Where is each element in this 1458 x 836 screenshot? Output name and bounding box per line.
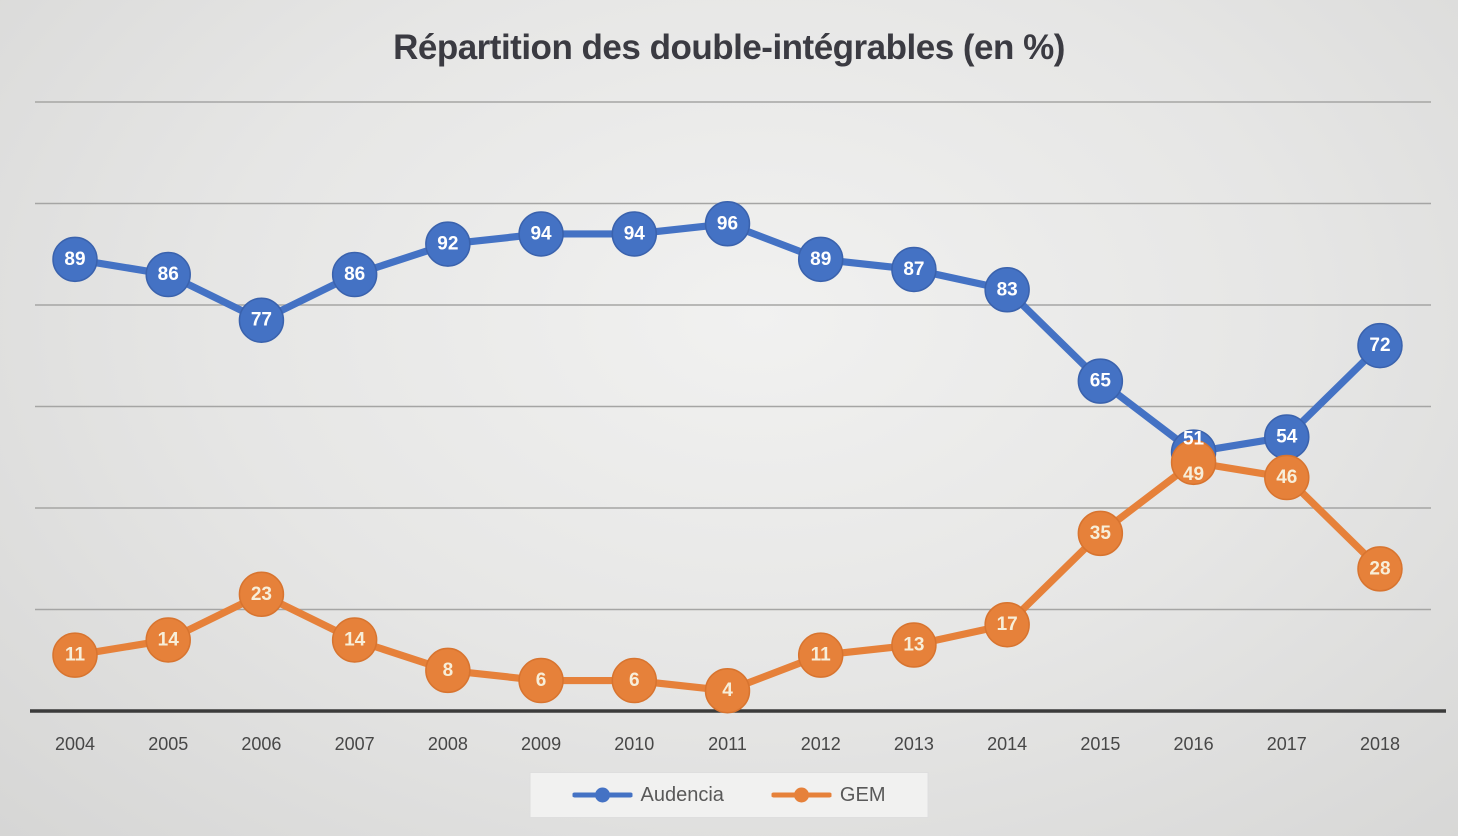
marker-gem-2012 <box>797 632 844 678</box>
data-label-audencia-2016: 51 <box>1183 429 1205 450</box>
data-label-gem-2016: 49 <box>1183 464 1204 485</box>
data-label-audencia-2011: 96 <box>717 213 738 234</box>
x-tick-2013: 2013 <box>894 734 934 754</box>
marker-audencia-2013 <box>891 246 937 293</box>
marker-audencia-2005 <box>145 251 191 298</box>
marker-audencia-2007 <box>331 251 378 298</box>
data-label-gem-2012: 11 <box>811 645 832 666</box>
data-label-audencia-2014: 83 <box>997 279 1018 300</box>
data-label-audencia-2013: 87 <box>903 259 924 280</box>
marker-gem-2004 <box>52 632 98 678</box>
data-label-gem-2014: 17 <box>997 614 1018 635</box>
x-tick-2008: 2008 <box>428 734 468 754</box>
marker-gem-2015 <box>1077 510 1124 557</box>
marker-audencia-2010 <box>611 211 658 257</box>
x-tick-2004: 2004 <box>55 734 95 754</box>
marker-gem-2011 <box>704 667 751 714</box>
marker-gem-2014 <box>984 601 1030 648</box>
marker-audencia-2012 <box>797 236 844 283</box>
x-tick-2012: 2012 <box>801 734 841 754</box>
marker-audencia-2006 <box>238 297 285 343</box>
data-label-gem-2018: 28 <box>1369 558 1390 579</box>
data-label-audencia-2005: 86 <box>158 264 179 285</box>
x-tick-2009: 2009 <box>521 734 561 754</box>
x-tick-2015: 2015 <box>1080 734 1120 754</box>
chart-title: Répartition des double-intégrables (en %… <box>393 28 1065 67</box>
data-label-audencia-2007: 86 <box>344 264 365 285</box>
data-label-audencia-2008: 92 <box>437 234 458 255</box>
data-label-audencia-2010: 94 <box>624 223 646 244</box>
marker-gem-2017 <box>1264 454 1310 501</box>
marker-audencia-2009 <box>518 211 564 257</box>
data-label-gem-2006: 23 <box>251 584 272 605</box>
marker-gem-2008 <box>425 647 471 694</box>
data-label-audencia-2012: 89 <box>810 249 831 270</box>
data-label-gem-2008: 8 <box>443 660 454 681</box>
x-tick-2010: 2010 <box>614 734 654 754</box>
marker-gem-2013 <box>891 622 937 668</box>
legend: Audencia GEM <box>529 772 929 818</box>
x-tick-2018: 2018 <box>1360 734 1400 754</box>
marker-gem-2005 <box>145 617 191 663</box>
x-tick-2007: 2007 <box>335 734 375 754</box>
data-label-gem-2011: 4 <box>722 680 733 701</box>
x-tick-2017: 2017 <box>1267 734 1307 754</box>
legend-line-marker-icon-audencia <box>572 787 633 803</box>
marker-audencia-2015 <box>1077 358 1124 404</box>
data-label-audencia-2015: 65 <box>1090 371 1112 392</box>
marker-gem-2009 <box>518 657 564 704</box>
marker-gem-2007 <box>331 617 378 663</box>
data-label-gem-2013: 13 <box>903 635 924 656</box>
x-tick-2006: 2006 <box>241 734 281 754</box>
data-label-gem-2005: 14 <box>158 629 180 650</box>
marker-audencia-2011 <box>704 201 751 247</box>
x-tick-2005: 2005 <box>148 734 188 754</box>
data-label-audencia-2006: 77 <box>251 310 272 331</box>
legend-line-marker-icon-gem <box>771 787 832 803</box>
legend-label-gem: GEM <box>839 783 886 806</box>
marker-audencia-2014 <box>984 267 1030 313</box>
marker-audencia-2018 <box>1357 322 1403 369</box>
marker-gem-2018 <box>1357 546 1403 592</box>
marker-audencia-2004 <box>52 236 98 283</box>
data-label-gem-2017: 46 <box>1276 467 1297 488</box>
legend-item-gem: GEM <box>771 783 886 807</box>
data-label-audencia-2017: 54 <box>1276 426 1298 447</box>
x-tick-2016: 2016 <box>1174 734 1214 754</box>
data-label-gem-2015: 35 <box>1090 523 1112 544</box>
marker-gem-2010 <box>611 657 658 704</box>
data-label-gem-2010: 6 <box>629 670 640 691</box>
data-label-gem-2007: 14 <box>344 629 366 650</box>
marker-gem-2006 <box>238 571 285 618</box>
data-label-audencia-2004: 89 <box>64 249 85 270</box>
legend-label-audencia: Audencia <box>640 783 724 806</box>
legend-item-audencia: Audencia <box>572 783 724 807</box>
marker-gem-2016 <box>1170 439 1217 486</box>
x-tick-2014: 2014 <box>987 734 1027 754</box>
data-label-gem-2009: 6 <box>536 670 547 691</box>
x-tick-2011: 2011 <box>708 734 747 754</box>
data-label-gem-2004: 11 <box>65 645 86 666</box>
marker-audencia-2008 <box>425 221 471 267</box>
data-label-audencia-2009: 94 <box>530 223 552 244</box>
data-label-audencia-2018: 72 <box>1369 335 1390 356</box>
